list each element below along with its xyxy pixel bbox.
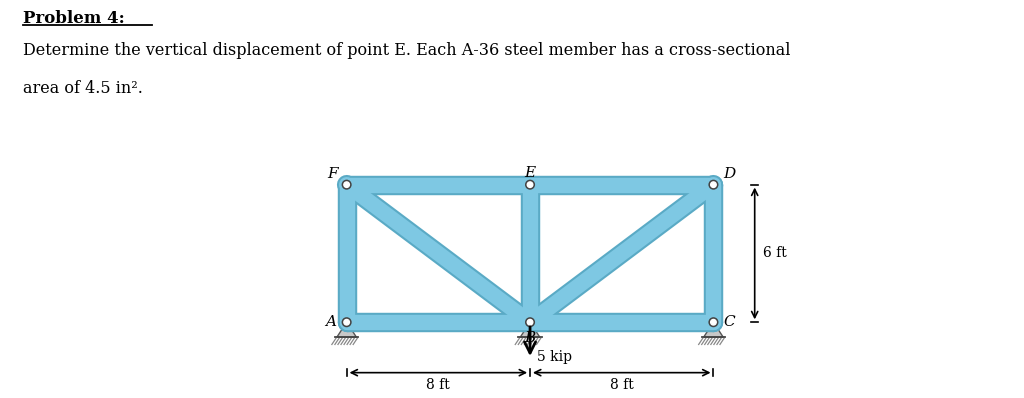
Text: area of 4.5 in².: area of 4.5 in². xyxy=(23,80,142,97)
Text: 8 ft: 8 ft xyxy=(610,378,634,392)
Circle shape xyxy=(711,320,716,325)
Text: C: C xyxy=(724,315,735,329)
Polygon shape xyxy=(520,322,540,337)
Circle shape xyxy=(527,320,532,325)
Circle shape xyxy=(525,179,536,190)
Text: 8 ft: 8 ft xyxy=(426,378,451,392)
Text: B: B xyxy=(524,331,536,345)
Text: D: D xyxy=(723,167,735,181)
Text: Problem 4:: Problem 4: xyxy=(23,10,124,27)
Polygon shape xyxy=(703,322,723,337)
Circle shape xyxy=(342,317,351,327)
Circle shape xyxy=(525,317,536,327)
Text: Determine the vertical displacement of point E. Each A-36 steel member has a cro: Determine the vertical displacement of p… xyxy=(23,42,791,59)
Text: A: A xyxy=(325,315,336,329)
Circle shape xyxy=(344,320,349,325)
Text: E: E xyxy=(524,166,536,180)
Polygon shape xyxy=(337,322,356,337)
Text: F: F xyxy=(328,167,338,181)
Text: 6 ft: 6 ft xyxy=(763,246,786,260)
Circle shape xyxy=(711,182,716,187)
Text: 5 kip: 5 kip xyxy=(537,349,572,364)
Circle shape xyxy=(709,179,719,190)
Circle shape xyxy=(344,182,349,187)
Circle shape xyxy=(342,179,351,190)
Circle shape xyxy=(527,182,532,187)
Circle shape xyxy=(709,317,719,327)
